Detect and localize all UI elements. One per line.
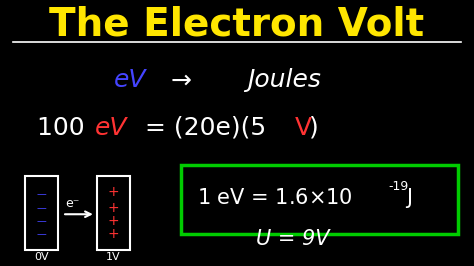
Text: —: — xyxy=(36,216,46,226)
Text: 1V: 1V xyxy=(106,252,121,262)
Text: 1 eV = 1.6$\times$10: 1 eV = 1.6$\times$10 xyxy=(197,188,353,208)
Text: The Electron Volt: The Electron Volt xyxy=(49,6,425,43)
Text: Joules: Joules xyxy=(246,68,320,92)
Text: +: + xyxy=(108,227,119,241)
Text: —: — xyxy=(36,189,46,199)
Text: eV: eV xyxy=(95,116,128,140)
Text: U = 9V: U = 9V xyxy=(256,230,330,250)
Text: —: — xyxy=(36,229,46,239)
Text: +: + xyxy=(108,214,119,228)
Bar xyxy=(181,165,458,234)
Text: 100: 100 xyxy=(36,116,92,140)
Text: = (20e)(5: = (20e)(5 xyxy=(137,116,266,140)
Text: -19: -19 xyxy=(389,180,409,193)
Text: e⁻: e⁻ xyxy=(66,197,80,210)
Text: +: + xyxy=(108,201,119,215)
Bar xyxy=(25,176,57,250)
Text: eV: eV xyxy=(113,68,146,92)
Text: ): ) xyxy=(309,116,319,140)
Text: V: V xyxy=(295,116,312,140)
Text: 0V: 0V xyxy=(34,252,48,262)
Text: J: J xyxy=(406,188,412,208)
Text: +: + xyxy=(108,185,119,199)
Text: —: — xyxy=(36,203,46,213)
Bar xyxy=(97,176,130,250)
Text: →: → xyxy=(171,68,191,92)
